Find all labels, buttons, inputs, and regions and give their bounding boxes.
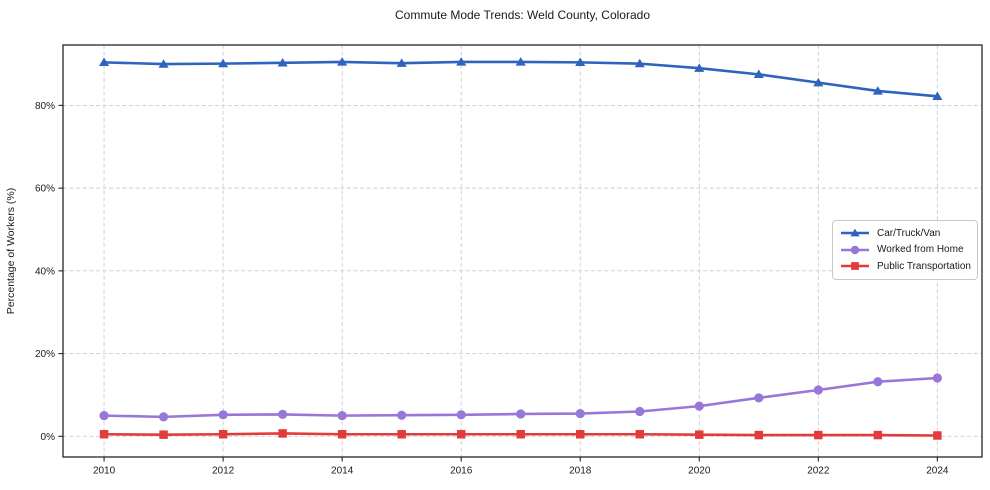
data-point-marker bbox=[158, 412, 169, 422]
chart-title: Commute Mode Trends: Weld County, Colora… bbox=[394, 8, 650, 22]
data-point-marker bbox=[456, 57, 467, 66]
data-point-marker bbox=[873, 430, 883, 440]
data-point-marker bbox=[456, 410, 466, 420]
data-point-marker bbox=[635, 406, 645, 417]
data-point-marker bbox=[397, 410, 407, 420]
data-point-marker bbox=[396, 58, 407, 67]
data-point-marker bbox=[635, 430, 644, 439]
x-tick-label: 2018 bbox=[569, 466, 592, 477]
plot-border bbox=[62, 44, 983, 458]
data-point-marker bbox=[337, 430, 347, 439]
data-point-marker bbox=[694, 63, 705, 72]
data-point-marker bbox=[873, 377, 883, 387]
data-point-marker bbox=[515, 57, 526, 66]
series-car-truck-van bbox=[99, 57, 943, 100]
data-point-marker bbox=[278, 409, 288, 419]
y-tick-label: 40% bbox=[35, 266, 55, 277]
y-axis-label: Percentage of Workers (%) bbox=[5, 188, 17, 314]
data-point-marker bbox=[218, 410, 228, 420]
data-point-marker bbox=[99, 411, 109, 421]
data-point-marker bbox=[277, 57, 288, 67]
data-point-marker bbox=[634, 58, 645, 68]
data-point-marker bbox=[851, 262, 859, 271]
data-point-marker bbox=[337, 411, 347, 421]
data-point-marker bbox=[159, 430, 168, 439]
y-tick-label: 60% bbox=[35, 184, 55, 195]
legend-item: Car/Truck/Van bbox=[840, 225, 969, 242]
data-point-marker bbox=[753, 69, 764, 79]
series-line bbox=[102, 60, 939, 98]
data-point-marker bbox=[575, 408, 585, 419]
square-line-marker-icon bbox=[841, 262, 869, 271]
x-tick-label: 2010 bbox=[93, 466, 116, 477]
data-point-marker bbox=[694, 401, 704, 411]
data-point-marker bbox=[850, 228, 860, 237]
y-tick-label: 80% bbox=[35, 101, 55, 112]
legend-item-label: Worked from Home bbox=[877, 244, 964, 256]
data-point-marker bbox=[932, 91, 943, 100]
y-tick-label: 0% bbox=[41, 432, 56, 443]
data-point-marker bbox=[99, 57, 110, 67]
legend-item-label: Car/Truck/Van bbox=[877, 227, 941, 239]
data-point-marker bbox=[850, 245, 860, 254]
data-point-marker bbox=[872, 86, 883, 95]
y-tick-label: 20% bbox=[35, 349, 55, 360]
axis-ticks: 2010 2012 2014 2016 2018 2020 2022 2024 0% 20% 40%… bbox=[35, 101, 949, 477]
x-tick-label: 2014 bbox=[331, 466, 354, 477]
x-tick-label: 2024 bbox=[926, 466, 949, 477]
data-point-marker bbox=[576, 430, 585, 439]
data-point-marker bbox=[278, 429, 287, 438]
x-tick-label: 2012 bbox=[212, 466, 235, 477]
data-point-marker bbox=[575, 57, 586, 67]
data-point-marker bbox=[932, 373, 942, 383]
legend: Car/Truck/Van Worked from Home Public Tran… bbox=[832, 220, 978, 280]
data-point-marker bbox=[754, 430, 764, 440]
triangle-line-marker-icon bbox=[841, 228, 869, 237]
legend-item: Public Transportation bbox=[840, 258, 971, 275]
legend-item: Worked from Home bbox=[840, 242, 969, 259]
series-worked-from-home bbox=[99, 373, 942, 422]
circle-line-marker-icon bbox=[841, 245, 869, 254]
data-point-marker bbox=[397, 430, 406, 439]
axis-labels: Percentage of Workers (%) bbox=[5, 188, 17, 314]
x-tick-label: 2016 bbox=[450, 466, 473, 477]
data-series bbox=[99, 57, 943, 440]
data-point-marker bbox=[218, 430, 228, 439]
data-point-marker bbox=[99, 430, 109, 439]
legend-item-label: Public Transportation bbox=[877, 260, 971, 272]
data-point-marker bbox=[516, 430, 525, 439]
data-point-marker bbox=[695, 430, 704, 439]
data-point-marker bbox=[516, 409, 526, 419]
data-point-marker bbox=[456, 430, 466, 439]
data-point-marker bbox=[158, 59, 169, 68]
data-point-marker bbox=[754, 393, 764, 403]
data-point-marker bbox=[813, 77, 824, 87]
x-tick-label: 2020 bbox=[688, 466, 711, 477]
data-point-marker bbox=[933, 431, 942, 440]
data-point-marker bbox=[218, 58, 229, 68]
data-point-marker bbox=[814, 430, 823, 440]
x-tick-label: 2022 bbox=[807, 466, 830, 477]
data-point-marker bbox=[337, 57, 348, 66]
data-point-marker bbox=[813, 385, 823, 395]
series-public-transportation bbox=[99, 429, 942, 440]
